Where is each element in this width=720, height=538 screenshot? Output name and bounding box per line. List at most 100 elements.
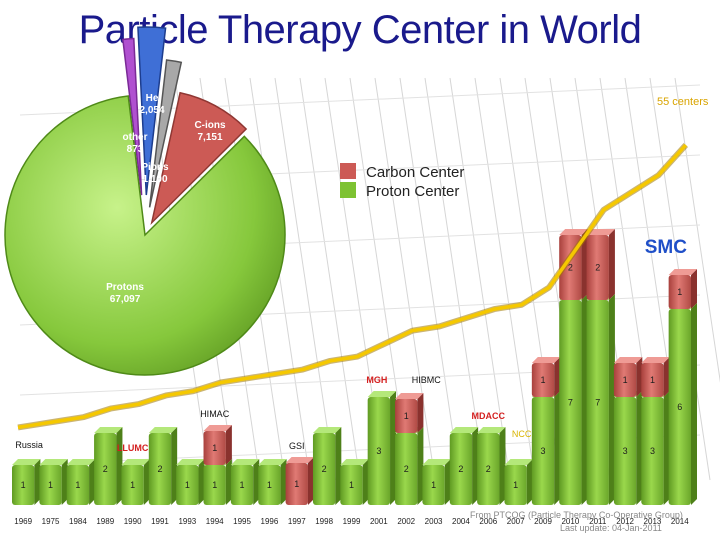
bar-proton-1993-face bbox=[176, 465, 199, 505]
x-axis-labels: 1969 1975 1984 1989 1990 1991 1993 1994 1995 1996… bbox=[14, 517, 689, 526]
bar-proton-1991-value-label: 2 bbox=[157, 464, 162, 474]
grid-line bbox=[249, 77, 311, 481]
bar-proton-1996-value-label: 1 bbox=[267, 480, 272, 490]
x-tick-label: 1989 bbox=[96, 517, 114, 526]
bar-proton-1999: 1 bbox=[340, 459, 369, 505]
bar-proton-2014: 6 bbox=[668, 303, 697, 505]
bar-carbon-2013-face bbox=[641, 363, 664, 397]
bar-proton-1984-side bbox=[89, 459, 96, 505]
bar-carbon-1994-top bbox=[203, 425, 232, 431]
bar-proton-1991-side bbox=[171, 427, 178, 505]
pie-value-he: 2,054 bbox=[139, 105, 164, 116]
bar-proton-1994-side bbox=[225, 459, 232, 505]
bar-proton-1994: 1 bbox=[203, 459, 232, 505]
bar-proton-1975-face bbox=[39, 465, 62, 505]
pie-label-c-ions: C-ions bbox=[194, 120, 226, 131]
x-tick-label: 1997 bbox=[288, 517, 306, 526]
bar-proton-1994-face bbox=[203, 465, 226, 505]
x-tick-label: 1999 bbox=[343, 517, 361, 526]
bar-proton-1993-value-label: 1 bbox=[185, 480, 190, 490]
bar-carbon-2010-side bbox=[581, 229, 588, 300]
x-tick-label: 2014 bbox=[671, 517, 689, 526]
bar-proton-1991-top bbox=[148, 427, 178, 433]
bar-proton-1975-value-label: 1 bbox=[48, 480, 53, 490]
chart-title: Particle Therapy Center in World bbox=[78, 8, 642, 52]
bar-carbon-1994-side bbox=[225, 425, 232, 465]
bar-carbon-2011-face bbox=[586, 235, 609, 300]
bar-proton-1998-value-label: 2 bbox=[322, 464, 327, 474]
bar-proton-2012-side bbox=[636, 391, 643, 505]
bar-proton-1975-side bbox=[61, 459, 68, 505]
bar-proton-1999-face bbox=[340, 465, 363, 505]
x-tick-label: 2004 bbox=[452, 517, 470, 526]
annotation-himac: HIMAC bbox=[200, 409, 230, 419]
bar-carbon-2002-face bbox=[395, 399, 418, 433]
bar-proton-2003-value-label: 1 bbox=[431, 480, 436, 490]
bar-proton-2009-face bbox=[531, 397, 555, 505]
bar-proton-1990-side bbox=[143, 459, 150, 505]
bar-proton-1990-value-label: 1 bbox=[130, 480, 135, 490]
last-update: Last update: 04-Jan-2011 bbox=[560, 523, 662, 533]
bar-proton-2011-value-label: 7 bbox=[595, 398, 600, 408]
x-tick-label: 1975 bbox=[42, 517, 60, 526]
trend-line bbox=[17, 143, 688, 430]
bar-proton-2011-side bbox=[608, 294, 615, 505]
bar-proton-2013-face bbox=[641, 397, 664, 505]
legend-swatch-proton bbox=[340, 182, 356, 198]
pie-slice-pions bbox=[148, 59, 183, 208]
bar-proton-1998-face bbox=[312, 433, 336, 505]
bar-proton-2009: 3 bbox=[531, 391, 561, 505]
bar-proton-1999-value-label: 1 bbox=[349, 480, 354, 490]
bar-carbon-2010-top bbox=[559, 229, 588, 235]
x-tick-label: 1995 bbox=[233, 517, 251, 526]
x-tick-label: 1990 bbox=[124, 517, 142, 526]
bar-proton-1996-side bbox=[280, 459, 287, 505]
bar-proton-2001-top bbox=[367, 391, 397, 397]
bar-proton-2014-value-label: 6 bbox=[677, 402, 682, 412]
bar-proton-2001-face bbox=[367, 397, 391, 505]
bar-proton-1991-face bbox=[148, 433, 172, 505]
bar-proton-2006-side bbox=[499, 427, 506, 505]
pie-slice-c-ions bbox=[150, 91, 248, 226]
bar-carbon-2014-value-label: 1 bbox=[677, 287, 682, 297]
bar-proton-1989-face bbox=[94, 433, 117, 505]
bar-proton-2003-side bbox=[444, 459, 451, 505]
x-tick-label: 1991 bbox=[151, 517, 169, 526]
bar-proton-1998: 2 bbox=[312, 427, 342, 505]
x-tick-label: 2010 bbox=[561, 517, 579, 526]
bar-proton-1969-value-label: 1 bbox=[21, 480, 26, 490]
bar-carbon-2009-value-label: 1 bbox=[541, 375, 546, 385]
bar-proton-1975: 1 bbox=[39, 459, 68, 505]
bar-proton-2007-top bbox=[504, 459, 533, 465]
bar-proton-2014-side bbox=[691, 303, 697, 505]
bar-proton-1996: 1 bbox=[258, 459, 287, 505]
grid-line bbox=[399, 77, 461, 481]
bar-carbon-2009-face bbox=[531, 363, 555, 397]
bar-proton-2003: 1 bbox=[422, 459, 451, 505]
annotation-ncc: NCC bbox=[512, 429, 532, 439]
bar-proton-1989-side bbox=[116, 427, 123, 505]
bar-carbon-2012-value-label: 1 bbox=[623, 375, 628, 385]
bar-carbon-2012-side bbox=[636, 357, 643, 397]
x-tick-label: 1969 bbox=[14, 517, 32, 526]
x-tick-label: 2011 bbox=[589, 517, 607, 526]
pie-value-c-ions: 7,151 bbox=[197, 132, 222, 143]
bar-carbon-2002-value-label: 1 bbox=[404, 411, 409, 421]
bar-proton-1990: 1 bbox=[121, 459, 150, 505]
annotation-mdacc: MDACC bbox=[472, 411, 506, 421]
bar-proton-1990-top bbox=[121, 459, 150, 465]
bar-proton-1995-value-label: 1 bbox=[240, 480, 245, 490]
x-tick-label: 2013 bbox=[644, 517, 662, 526]
bar-proton-2014-face bbox=[668, 309, 691, 505]
x-tick-label: 2002 bbox=[397, 517, 415, 526]
bar-proton-2004-top bbox=[449, 427, 479, 433]
bar-proton-2013: 3 bbox=[641, 391, 670, 505]
bar-carbon-1997-face bbox=[285, 463, 308, 505]
bar-proton-1969-side bbox=[34, 459, 41, 505]
bar-carbon-1994: 1 bbox=[203, 425, 232, 465]
bar-proton-2010-face bbox=[559, 300, 582, 505]
bar-carbon-1997-top bbox=[285, 457, 314, 463]
annotation-mgh: MGH bbox=[366, 375, 387, 385]
annotation-hibmc: HIBMC bbox=[412, 375, 442, 385]
